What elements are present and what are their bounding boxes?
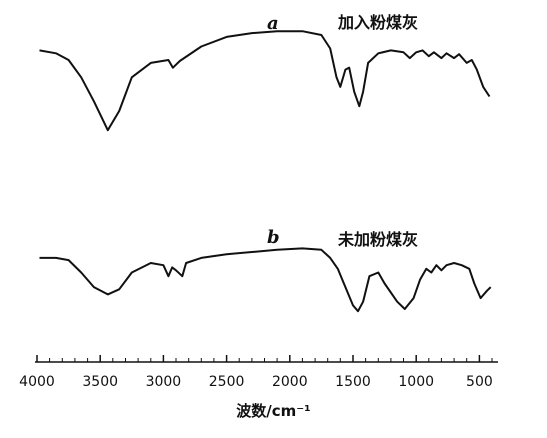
tick-label-2500: 2500 [209,374,245,390]
tick-label-2000: 2000 [272,374,308,390]
spectrum-line-b [39,247,492,313]
tick-label-1500: 1500 [335,374,371,390]
series-label-a: a [267,13,279,34]
series-label-b: b [267,227,280,248]
tick-label-3000: 3000 [146,374,182,390]
tick-label-3500: 3500 [82,374,118,390]
series-caption-b: 未加粉煤灰 [337,230,418,249]
curve-labels: a 加入粉煤灰 b 未加粉煤灰 [267,13,418,249]
tick-label-1000: 1000 [398,374,434,390]
series-caption-a: 加入粉煤灰 [337,13,418,32]
x-axis-ticks: 4000 3500 3000 2500 2000 1500 1000 500 [19,355,493,390]
x-axis-label: 波数/cm⁻¹ [236,402,311,420]
tick-label-4000: 4000 [19,374,55,390]
tick-label-500: 500 [466,374,493,390]
curves-layer [39,30,492,313]
spectrum-line-a [39,30,491,132]
